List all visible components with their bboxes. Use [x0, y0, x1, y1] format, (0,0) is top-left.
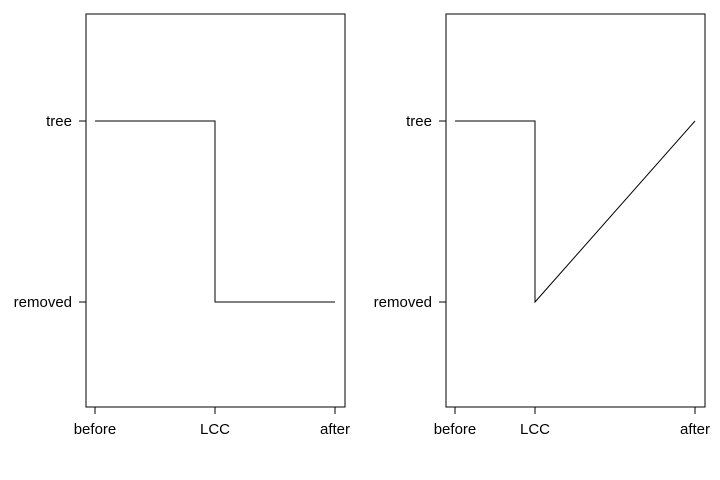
panel-1-x-tick-label: before: [74, 421, 117, 438]
panel-2-series-line: [455, 120, 696, 304]
panel-2-x-tick-label: after: [680, 421, 710, 438]
panel-1-series-line: [95, 120, 335, 303]
panel-1-y-tick-label: tree: [46, 113, 72, 130]
panel-2-x-tick-label: LCC: [520, 421, 550, 438]
panel-1-x-tick-label: after: [320, 421, 350, 438]
panel-2-y-tick-label: removed: [374, 294, 432, 311]
panel-2-plot-frame: [445, 13, 706, 408]
panel-2-x-tick-label: before: [434, 421, 477, 438]
panel-1-x-tick-label: LCC: [200, 421, 230, 438]
panel-2-y-tick-label: tree: [406, 113, 432, 130]
panel-1-y-tick-label: removed: [14, 294, 72, 311]
